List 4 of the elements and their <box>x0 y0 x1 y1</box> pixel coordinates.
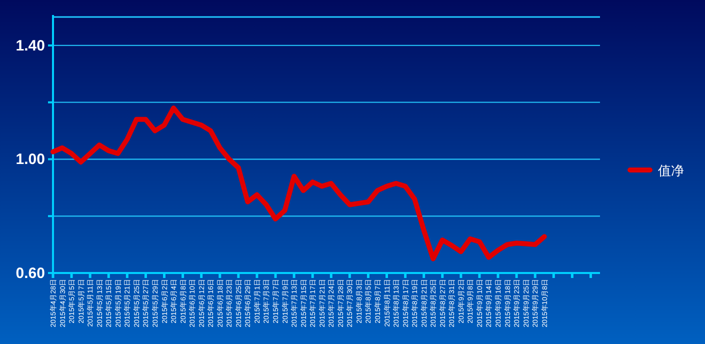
y-tick-label: 1.00 <box>16 151 45 168</box>
y-tick-label: 0.60 <box>16 265 45 282</box>
y-tick-label: 1.40 <box>16 37 45 54</box>
legend-label: 值净 <box>658 163 684 178</box>
